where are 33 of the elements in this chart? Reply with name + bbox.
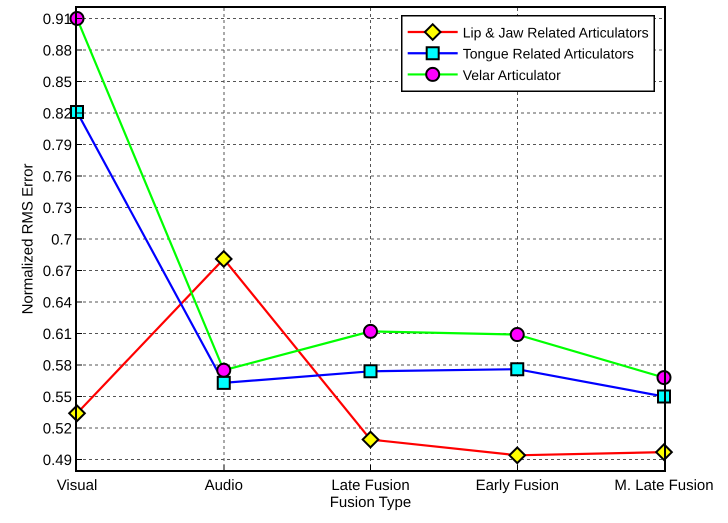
y-tick-label: 0.64: [42, 294, 72, 312]
point: [510, 327, 525, 342]
y-tick-label: 0.49: [42, 452, 72, 469]
x-tick-label: Late Fusion: [331, 477, 410, 494]
x-tick-label: Visual: [56, 477, 98, 494]
legend-label: Velar Articulator: [462, 66, 562, 83]
y-tick-label: 0.82: [42, 105, 72, 122]
x-tick-label: M. Late Fusion: [614, 477, 714, 494]
x-axis-title: Fusion Type: [330, 494, 412, 511]
point: [214, 250, 233, 268]
point: [216, 362, 232, 378]
point: [363, 324, 378, 339]
y-tick-label: 0.79: [42, 136, 72, 154]
y-axis-title: Normalized RMS Error: [20, 164, 37, 314]
point: [216, 376, 231, 390]
point: [510, 362, 524, 376]
y-tick-label: 0.73: [42, 200, 72, 217]
legend-label: Tongue Related Articulators: [462, 46, 634, 62]
legend-label: Lip & Jaw Related Articulators: [462, 24, 649, 40]
y-tick-label: 0.7: [51, 231, 72, 248]
y-tick-label: 0.52: [42, 420, 72, 438]
y-tick-label: 0.76: [42, 168, 72, 186]
y-tick-label: 0.55: [42, 388, 72, 406]
y-tick-label: 0.67: [42, 262, 72, 280]
y-tick-label: 0.85: [42, 74, 72, 91]
point: [364, 364, 378, 378]
y-tick-label: 0.58: [42, 357, 72, 374]
x-tick-label: Early Fusion: [476, 477, 559, 494]
point: [362, 430, 380, 448]
point: [508, 446, 526, 464]
x-tick-label: Audio: [204, 477, 243, 494]
y-tick-label: 0.88: [42, 42, 72, 60]
y-tick-label: 0.61: [42, 326, 72, 343]
